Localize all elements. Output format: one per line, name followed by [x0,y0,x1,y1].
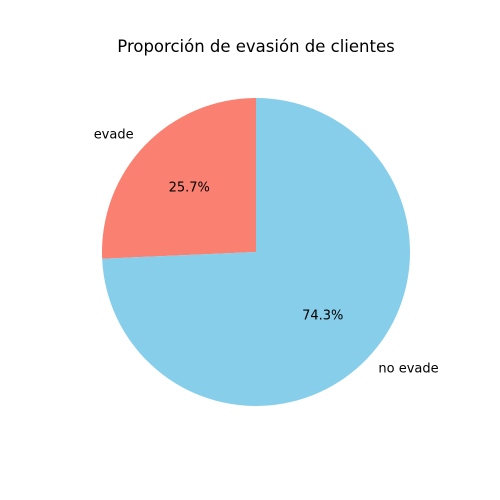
slice-percent-no-evade: 74.3% [302,308,343,323]
pie-slice-evade [101,98,256,259]
slice-label-no-evade: no evade [378,362,438,377]
chart-title: Proporción de evasión de clientes [117,37,394,56]
pie-slices [101,98,410,406]
pie-labels: evade 25.7% no evade 74.3% [94,127,439,376]
slice-label-evade: evade [94,127,134,142]
slice-percent-evade: 25.7% [169,181,210,196]
pie-slice-no-evade [102,98,410,406]
